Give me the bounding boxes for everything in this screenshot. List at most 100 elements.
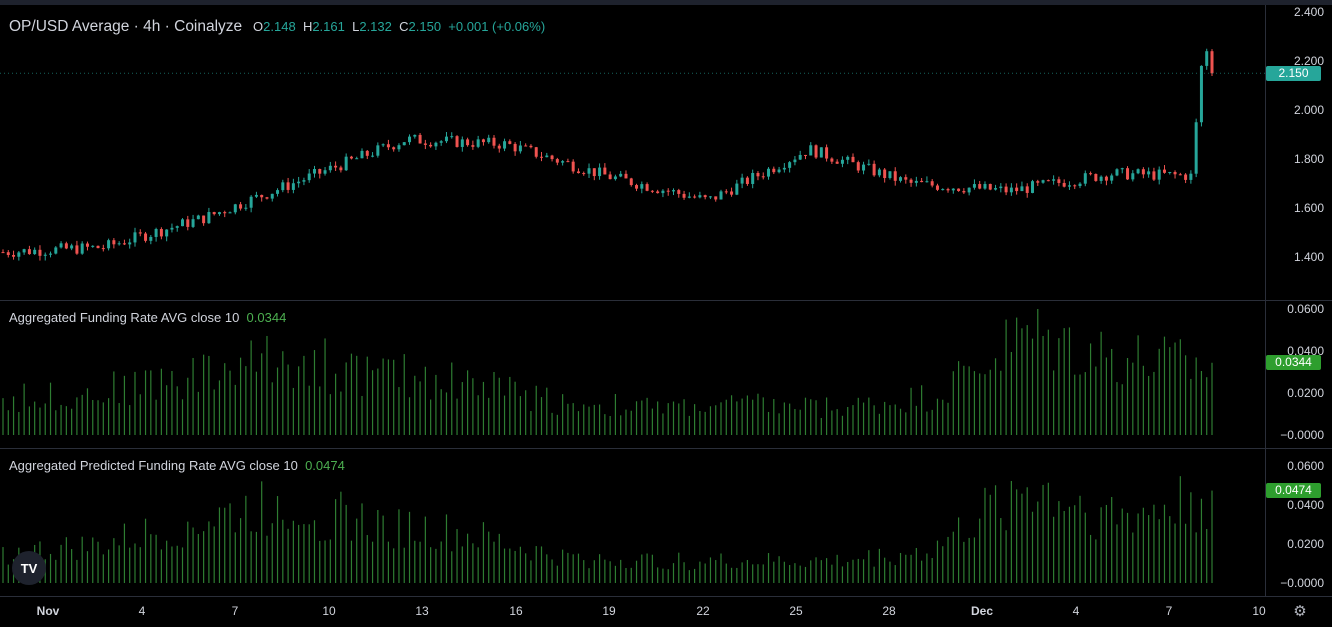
price-axis[interactable]: 2.400 2.200 2.000 1.800 1.600 1.400: [1266, 5, 1332, 300]
candle-body: [603, 167, 607, 175]
candle-body: [877, 169, 881, 176]
candle-body: [423, 143, 427, 145]
funding-rate-histogram[interactable]: [0, 301, 1265, 448]
candle-body: [376, 145, 380, 156]
symbol-title[interactable]: OP/USD Average · 4h · Coinalyze: [9, 18, 243, 35]
candle-body: [223, 212, 227, 214]
candle-body: [1089, 173, 1093, 175]
candle-body: [22, 249, 26, 253]
time-tick: 10: [322, 604, 336, 618]
settings-gear-icon[interactable]: ⚙: [1293, 603, 1307, 620]
candle-body: [429, 144, 433, 147]
price-tick: 1.800: [1293, 152, 1324, 166]
funding-title[interactable]: Aggregated Funding Rate AVG close 10: [9, 310, 240, 325]
funding-tick: 0.0600: [1287, 302, 1324, 316]
candle-body: [798, 154, 802, 160]
candle-body: [782, 167, 786, 170]
time-tick: 4: [138, 604, 146, 618]
candle-body: [96, 245, 100, 249]
candle-body: [1, 252, 5, 254]
predicted-funding-pane[interactable]: Aggregated Predicted Funding Rate AVG cl…: [0, 449, 1265, 596]
candle-body: [714, 196, 718, 200]
candle-body: [59, 243, 63, 248]
price-tick: 1.400: [1293, 250, 1324, 264]
candle-body: [1120, 168, 1124, 170]
candle-body: [941, 189, 945, 191]
candle-body: [1083, 173, 1087, 184]
price-pane[interactable]: OP/USD Average · 4h · Coinalyze O2.148 H…: [0, 5, 1265, 300]
candle-body: [291, 183, 295, 190]
candle-body: [260, 194, 264, 198]
time-tick: 22: [696, 604, 710, 618]
candle-body: [64, 243, 68, 249]
candle-body: [265, 197, 269, 199]
candle-body: [450, 136, 454, 138]
time-tick: 13: [415, 604, 429, 618]
candle-body: [925, 181, 929, 183]
tradingview-logo-icon[interactable]: TV: [12, 551, 46, 585]
candle-body: [550, 155, 554, 160]
candle-body: [276, 190, 280, 194]
predicted-title[interactable]: Aggregated Predicted Funding Rate AVG cl…: [9, 458, 298, 473]
candle-body: [307, 173, 311, 181]
candle-body: [254, 194, 258, 197]
candle-body: [1030, 181, 1034, 193]
candle-body: [893, 171, 897, 181]
candle-body: [186, 219, 190, 227]
candle-body: [107, 240, 111, 249]
candle-body: [286, 182, 290, 190]
candle-body: [49, 253, 53, 255]
predicted-tick: −0.0000: [1280, 576, 1324, 590]
candle-body: [534, 147, 538, 157]
candle-body: [165, 229, 169, 237]
candle-body: [730, 191, 734, 195]
price-axis-separator: [1265, 5, 1266, 597]
candle-body: [181, 219, 185, 227]
candle-body: [856, 162, 860, 171]
candle-body: [1110, 175, 1114, 181]
candle-body: [788, 162, 792, 168]
candle-body: [328, 165, 332, 171]
candle-body: [1009, 187, 1013, 193]
candle-body: [1078, 183, 1082, 187]
pane-separator[interactable]: [0, 448, 1332, 449]
candle-body: [460, 139, 464, 147]
candle-body: [983, 183, 987, 189]
time-tick: 19: [602, 604, 616, 618]
time-axis[interactable]: Nov 4 7 10 13 16 19 22 25 28 Dec 4 7 10: [0, 597, 1332, 627]
candle-body: [914, 180, 918, 183]
candle-body: [988, 183, 992, 190]
candle-body: [650, 190, 654, 192]
candle-body: [487, 137, 491, 143]
candle-body: [745, 177, 749, 184]
pane-separator[interactable]: [0, 300, 1332, 301]
funding-rate-pane[interactable]: Aggregated Funding Rate AVG close 10 0.0…: [0, 301, 1265, 448]
candle-body: [323, 170, 327, 174]
candle-body: [740, 177, 744, 184]
predicted-funding-histogram[interactable]: [0, 449, 1265, 596]
predicted-value: 0.0474: [305, 458, 345, 473]
candle-body: [33, 249, 37, 255]
candle-body: [492, 137, 496, 146]
candle-body: [466, 139, 470, 146]
candle-body: [439, 141, 443, 143]
candle-body: [899, 177, 903, 181]
funding-axis[interactable]: 0.0600 0.0400 0.0200 −0.0000: [1266, 301, 1332, 448]
funding-legend: Aggregated Funding Rate AVG close 10 0.0…: [9, 310, 286, 325]
candle-body: [840, 159, 844, 164]
time-tick: 7: [231, 604, 239, 618]
candlestick-chart[interactable]: [0, 5, 1265, 300]
candle-body: [27, 249, 31, 255]
close-value: 2.150: [408, 19, 442, 34]
predicted-axis[interactable]: 0.0600 0.0400 0.0200 −0.0000: [1266, 449, 1332, 596]
candle-body: [75, 245, 79, 254]
last-price-badge: 2.150: [1266, 66, 1321, 81]
candle-body: [661, 190, 665, 194]
candle-body: [624, 173, 628, 179]
candle-body: [481, 139, 485, 143]
candle-body: [1020, 186, 1024, 192]
candle-body: [825, 147, 829, 159]
candle-body: [571, 161, 575, 172]
predicted-value-badge: 0.0474: [1266, 483, 1321, 498]
candle-body: [1210, 51, 1214, 74]
